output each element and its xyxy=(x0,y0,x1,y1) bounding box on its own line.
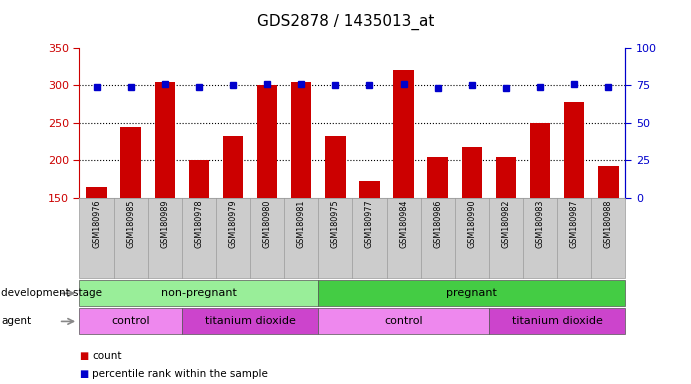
Bar xyxy=(564,102,585,198)
Text: GSM180990: GSM180990 xyxy=(467,200,476,248)
Text: GSM180984: GSM180984 xyxy=(399,200,408,248)
Text: GSM180981: GSM180981 xyxy=(296,200,305,248)
Bar xyxy=(393,71,414,198)
Text: GSM180975: GSM180975 xyxy=(331,200,340,248)
Text: count: count xyxy=(92,351,122,361)
Text: GSM180985: GSM180985 xyxy=(126,200,135,248)
Text: GSM180987: GSM180987 xyxy=(569,200,578,248)
Text: GSM180980: GSM180980 xyxy=(263,200,272,248)
Text: pregnant: pregnant xyxy=(446,288,498,298)
Bar xyxy=(530,123,550,198)
Bar xyxy=(189,161,209,198)
Text: GSM180977: GSM180977 xyxy=(365,200,374,248)
Bar xyxy=(359,181,380,198)
Bar xyxy=(223,136,243,198)
Bar xyxy=(462,147,482,198)
Text: GSM180976: GSM180976 xyxy=(92,200,101,248)
Text: non-pregnant: non-pregnant xyxy=(161,288,237,298)
Text: GSM180982: GSM180982 xyxy=(502,200,511,248)
Bar xyxy=(257,86,277,198)
Bar xyxy=(86,187,106,198)
Text: ■: ■ xyxy=(79,351,88,361)
Text: GDS2878 / 1435013_at: GDS2878 / 1435013_at xyxy=(257,13,434,30)
Bar xyxy=(325,136,346,198)
Text: ■: ■ xyxy=(79,369,88,379)
Bar xyxy=(120,127,141,198)
Text: GSM180986: GSM180986 xyxy=(433,200,442,248)
Bar xyxy=(598,166,618,198)
Bar xyxy=(291,82,312,198)
Text: development stage: development stage xyxy=(1,288,102,298)
Text: titanium dioxide: titanium dioxide xyxy=(511,316,603,326)
Text: control: control xyxy=(384,316,423,326)
Bar xyxy=(428,157,448,198)
Text: GSM180989: GSM180989 xyxy=(160,200,169,248)
Bar xyxy=(495,157,516,198)
Text: percentile rank within the sample: percentile rank within the sample xyxy=(92,369,268,379)
Text: control: control xyxy=(111,316,150,326)
Text: GSM180983: GSM180983 xyxy=(536,200,545,248)
Text: titanium dioxide: titanium dioxide xyxy=(205,316,296,326)
Bar xyxy=(155,82,175,198)
Text: GSM180979: GSM180979 xyxy=(229,200,238,248)
Text: GSM180978: GSM180978 xyxy=(194,200,203,248)
Text: GSM180988: GSM180988 xyxy=(604,200,613,248)
Text: agent: agent xyxy=(1,316,32,326)
